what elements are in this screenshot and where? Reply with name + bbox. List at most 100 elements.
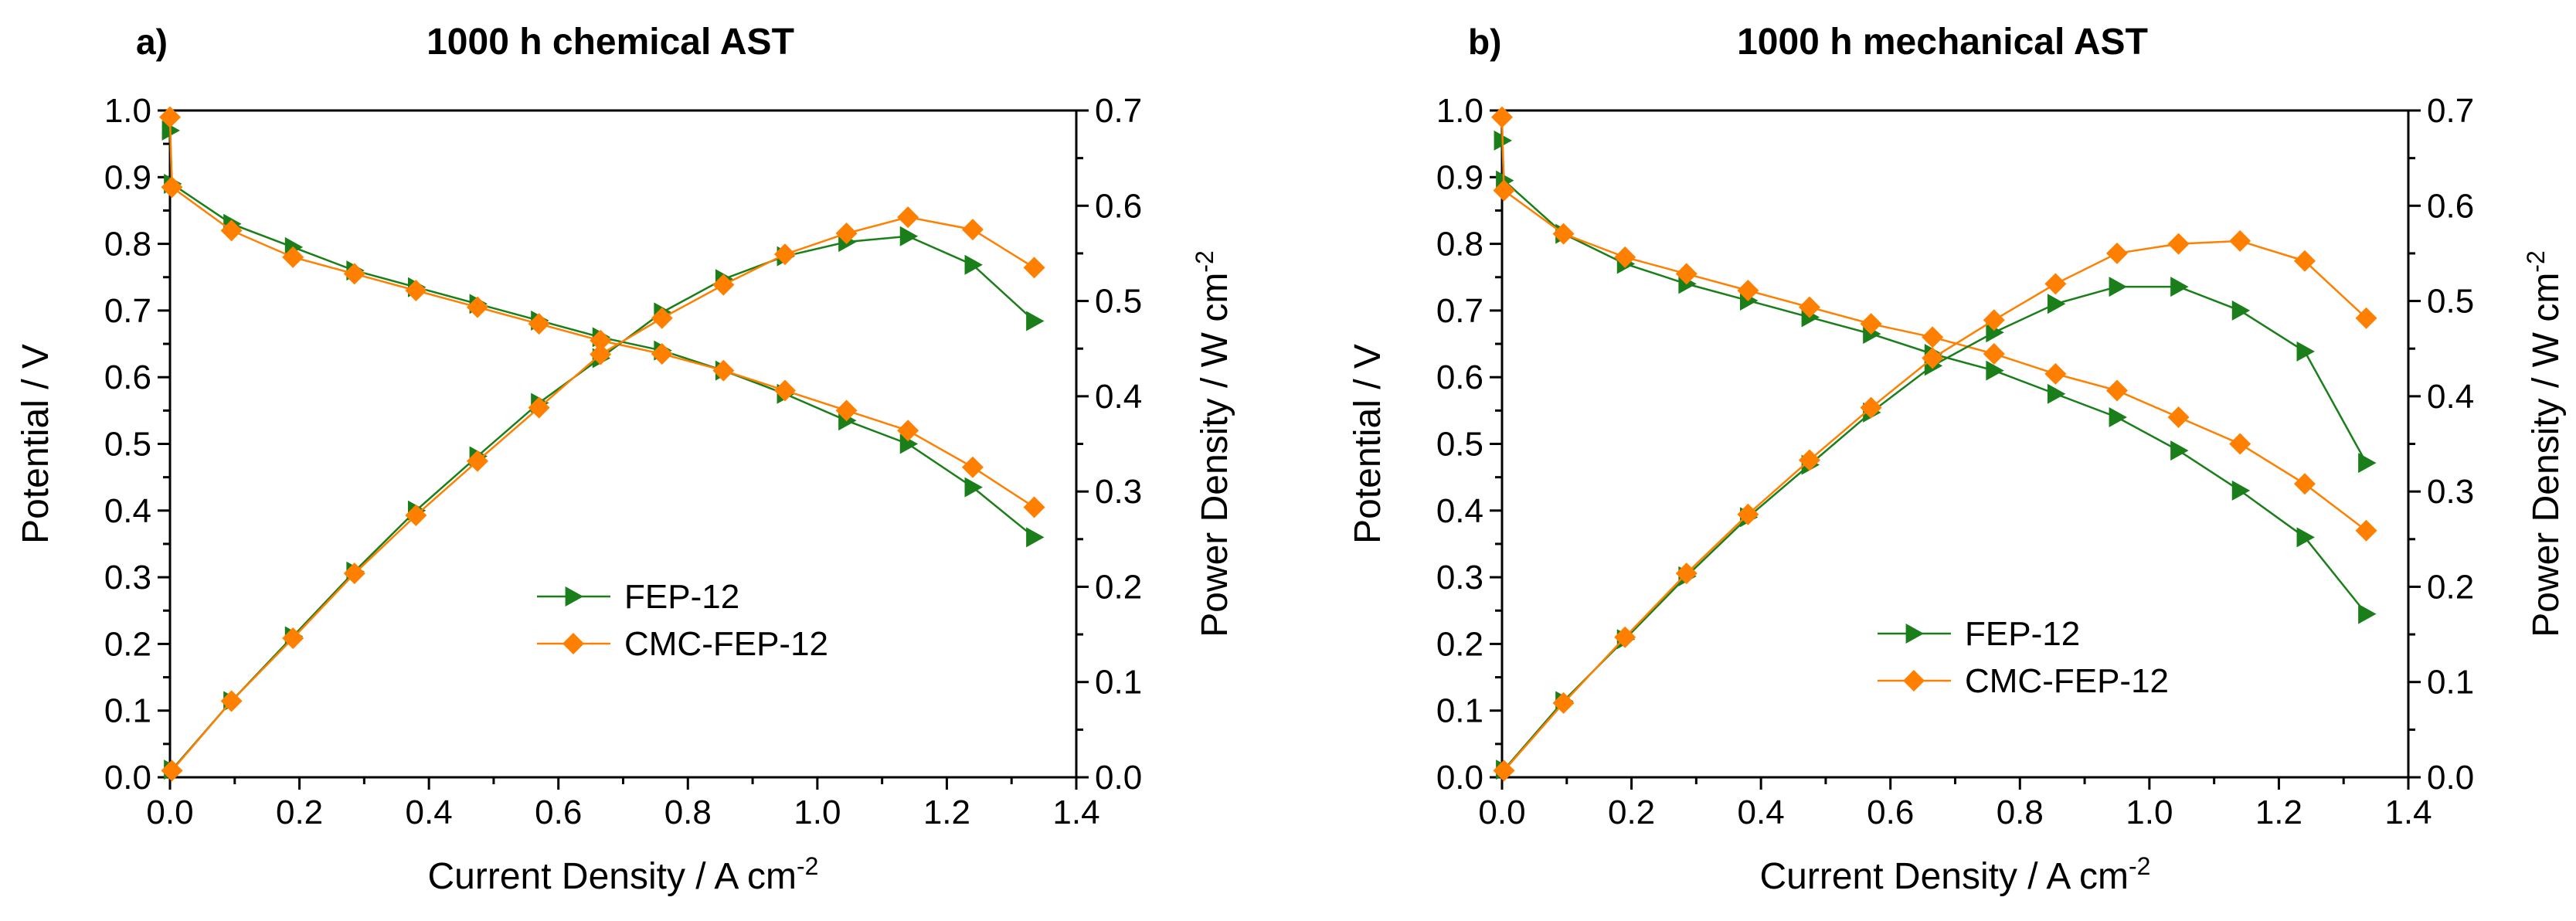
panel-a-y2-axis-label-sup: -2 — [1191, 250, 1218, 272]
panel-b-data-point — [2105, 379, 2128, 402]
panel-b-y-tick-label: 0.7 — [1436, 292, 1483, 330]
panel-b-data-point — [1986, 322, 2004, 343]
panel-b-y2-axis-label-text: Power Density / W cm — [2526, 273, 2567, 637]
panel-b-data-point — [1614, 246, 1636, 268]
panel-b-title: 1000 h mechanical AST — [1737, 22, 2148, 63]
panel-a-x-tick-label: 0.6 — [535, 794, 582, 831]
panel-a-y2-axis-label: Power Density / W cm-2 — [1191, 250, 1235, 637]
panel-b-data-point — [1675, 263, 1698, 285]
panel-a-data-point — [161, 760, 183, 782]
panel-a-y-tick-label: 0.2 — [104, 625, 151, 663]
panel-a-x-tick-label: 0.8 — [664, 794, 712, 831]
panel-a-series-line — [171, 216, 1035, 772]
panel-b-series-line — [1500, 117, 2367, 532]
panel-a-x-tick-label: 0.4 — [406, 794, 453, 831]
panel-b-data-point — [1860, 313, 1882, 335]
panel-a-data-point — [835, 399, 858, 422]
panel-b-y-tick-label: 0.9 — [1436, 158, 1483, 196]
panel-a-data-point — [466, 450, 488, 472]
panel-b-plot-frame — [1500, 109, 2410, 779]
panel-a-data-point — [1023, 257, 1045, 279]
panel-b-y2-tick-label: 0.0 — [2427, 759, 2474, 797]
panel-a-x-axis-label-text: Current Density / A cm — [428, 856, 797, 897]
panel-a-series-line — [168, 117, 1035, 508]
panel-b-data-point — [1737, 503, 1759, 525]
panel-b-x-tick-label: 0.0 — [1478, 794, 1525, 831]
panel-b-y2-tick-label: 0.7 — [2427, 92, 2474, 130]
panel-b-y-tick-label: 0.3 — [1436, 559, 1483, 596]
panel-b-legend-label: FEP-12 — [1965, 615, 2080, 653]
panel-a-series-line — [171, 235, 1035, 770]
panel-b: b) 1000 h mechanical AST 0.0 0.2 0.4 0.6 0.8 1.… — [1347, 22, 2567, 897]
panel-b-y2-tick-label: 0.6 — [2427, 187, 2474, 225]
panel-b-y-axis-label: Potential / V — [1347, 344, 1388, 544]
panel-a-legend-marker — [565, 586, 583, 607]
panel-a-data-point — [961, 219, 984, 241]
panel-a-data-point — [897, 206, 919, 229]
panel-a-y-tick-label: 0.7 — [104, 292, 151, 330]
panel-a-data-point — [651, 307, 673, 329]
panel-a-y2-tick-label: 0.2 — [1095, 568, 1142, 606]
panel-a-legend-label: FEP-12 — [624, 578, 739, 616]
panel-b-data-point — [2109, 277, 2127, 297]
panel-a-plot-frame — [168, 109, 1078, 779]
panel-b-data-point — [2293, 473, 2316, 495]
panel-a-y-tick-label: 0.9 — [104, 158, 151, 196]
panel-a-y-tick-label: 0.8 — [104, 226, 151, 263]
panel-b-data-point — [1983, 342, 2005, 365]
panel-a-x-tick-label: 0.0 — [146, 794, 193, 831]
panel-a-y2-tick-label: 0.5 — [1095, 283, 1142, 321]
panel-a-y2-tick-label: 0.4 — [1095, 378, 1142, 416]
panel-b-x-tick-label: 1.2 — [2255, 794, 2302, 831]
panel-a-data-point — [405, 280, 427, 302]
panel-b-y-tick-label: 0.2 — [1436, 625, 1483, 663]
panel-b-y2-tick-label: 0.3 — [2427, 473, 2474, 511]
panel-a-data-point — [651, 342, 673, 365]
panel-a-data-point — [899, 433, 919, 454]
panel-a-y2-tick-label: 0.3 — [1095, 473, 1142, 511]
panel-b-data-point — [2296, 341, 2315, 362]
panel-b-data-point — [2231, 480, 2251, 501]
panel-a-data-point — [773, 379, 796, 402]
panel-a-panel-label: a) — [136, 22, 168, 62]
panel-b-data-point — [2229, 433, 2251, 455]
panel-b-data-point — [2167, 406, 2190, 428]
panel-b-y2-tick-label: 0.1 — [2427, 664, 2474, 702]
panel-a-data-point — [220, 690, 243, 712]
panel-a: a) 1000 h chemical AST 0.0 0.2 0.4 0.6 0.8 1.0 1… — [15, 22, 1235, 897]
panel-b-data-point — [2109, 406, 2127, 427]
panel-b-data-point — [1737, 280, 1759, 302]
panel-a-legend-marker — [562, 633, 584, 654]
panel-b-y-tick-label: 0.5 — [1436, 426, 1483, 464]
panel-b-data-point — [2170, 277, 2189, 297]
panel-a-series-power-cmc-fep-12 — [161, 206, 1045, 782]
panel-a-x-axis-label-sup: -2 — [797, 852, 818, 880]
panel-a-y-axis-label: Potential / V — [15, 344, 56, 544]
panel-b-y-tick-label: 1.0 — [1436, 92, 1483, 130]
panel-b-series-potential-cmc-fep-12 — [1491, 106, 2377, 542]
panel-b-series-line — [1500, 140, 2367, 615]
panel-b-y-tick-label: 0.1 — [1436, 692, 1483, 730]
panel-b-legend-label: CMC-FEP-12 — [1965, 662, 2169, 700]
panel-b-y2-tick-label: 0.4 — [2427, 378, 2474, 416]
panel-b-x-tick-label: 0.2 — [1608, 794, 1655, 831]
panel-a-y-tick-label: 0.5 — [104, 426, 151, 464]
panel-a-legend-label: CMC-FEP-12 — [624, 625, 828, 663]
panel-a-series-line — [168, 130, 1035, 539]
panel-b-legend: FEP-12 CMC-FEP-12 — [1878, 615, 2169, 700]
panel-b-data-point — [2231, 300, 2251, 321]
panel-a-x-tick-label: 0.2 — [276, 794, 323, 831]
panel-a-data-point — [1026, 311, 1045, 331]
panel-a-title: 1000 h chemical AST — [427, 22, 794, 63]
panel-a-data-point — [590, 343, 612, 365]
panel-a-y-tick-label: 0.0 — [104, 759, 151, 797]
panel-b-y-tick-label: 0.4 — [1436, 492, 1483, 530]
panel-a-y2-tick-label: 0.7 — [1095, 92, 1142, 130]
panel-a-data-point — [773, 243, 796, 266]
panel-b-legend-marker — [1905, 624, 1924, 644]
panel-a-data-point — [528, 313, 550, 335]
panel-a-data-point — [528, 396, 550, 419]
panel-b-panel-label: b) — [1468, 22, 1501, 62]
panel-b-x-axis-label-sup: -2 — [2129, 852, 2150, 880]
panel-b-data-point — [1493, 179, 1515, 202]
